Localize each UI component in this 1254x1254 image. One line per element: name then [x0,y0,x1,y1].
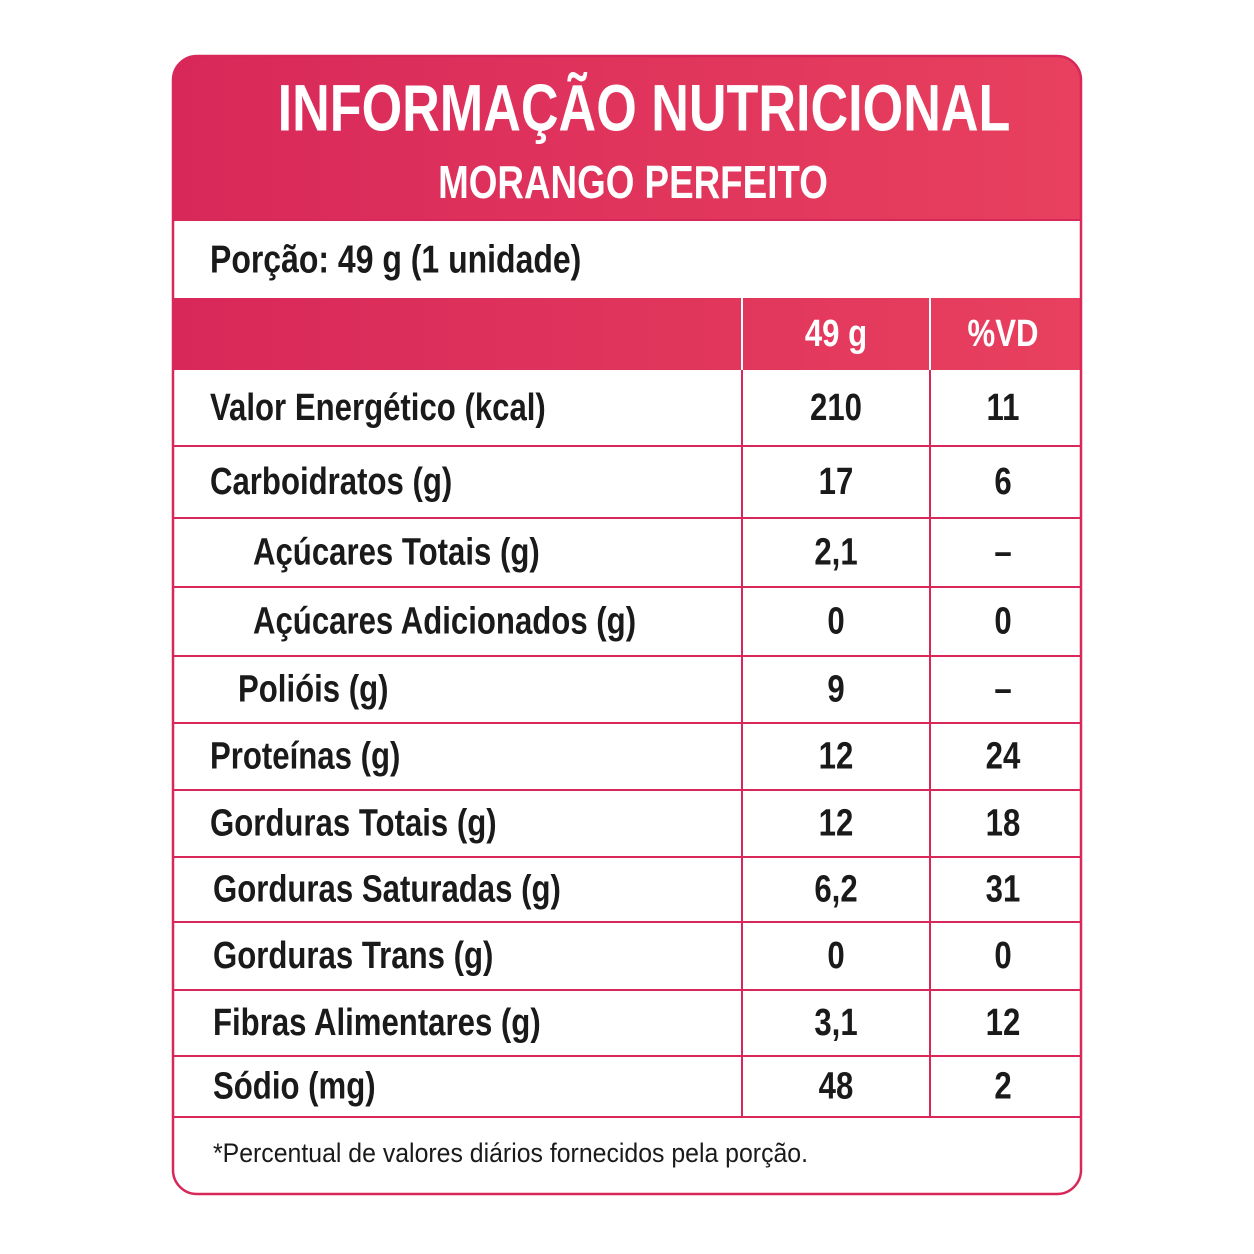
column-header: %VD [968,313,1039,355]
daily-value: – [994,532,1011,574]
amount: 0 [827,935,844,977]
amount: 12 [819,803,854,845]
daily-value: 11 [987,387,1020,429]
nutrient-label: Carboidratos (g) [210,461,452,503]
amount: 6,2 [814,869,857,911]
subtitle: MORANGO PERFEITO [438,156,828,208]
nutrient-label: Gorduras Totais (g) [210,803,497,845]
nutrient-label: Açúcares Totais (g) [253,532,540,574]
daily-value: 31 [986,869,1021,911]
column-header-band [173,298,1081,370]
card-border [171,54,1083,1196]
nutrient-label: Polióis (g) [238,669,389,711]
title: INFORMAÇÃO NUTRICIONAL [278,71,1011,145]
daily-value: 0 [994,601,1011,643]
amount: 12 [819,736,854,778]
daily-value: 18 [986,803,1021,845]
nutrient-label: Açúcares Adicionados (g) [253,601,636,643]
footnote: *Percentual de valores diários fornecido… [213,1139,808,1168]
nutrient-label: Sódio (mg) [213,1066,376,1108]
nutrient-label: Valor Energético (kcal) [210,387,546,429]
amount: 210 [810,387,862,429]
column-header: 49 g [805,313,867,355]
amount: 48 [819,1066,854,1108]
nutrient-label: Gorduras Trans (g) [213,935,493,977]
amount: 2,1 [814,532,857,574]
daily-value: 0 [994,935,1011,977]
nutrient-label: Proteínas (g) [210,736,400,778]
daily-value: 6 [994,461,1011,503]
daily-value: 12 [986,1002,1021,1044]
daily-value: 24 [986,736,1021,778]
nutrient-label: Gorduras Saturadas (g) [213,869,561,911]
amount: 17 [819,461,854,503]
header-band [173,56,1081,220]
amount: 9 [827,669,844,711]
daily-value: 2 [994,1066,1011,1108]
portion: Porção: 49 g (1 unidade) [210,237,581,281]
amount: 0 [827,601,844,643]
nutrient-label: Fibras Alimentares (g) [213,1002,541,1044]
daily-value: – [994,669,1011,711]
amount: 3,1 [814,1002,857,1044]
